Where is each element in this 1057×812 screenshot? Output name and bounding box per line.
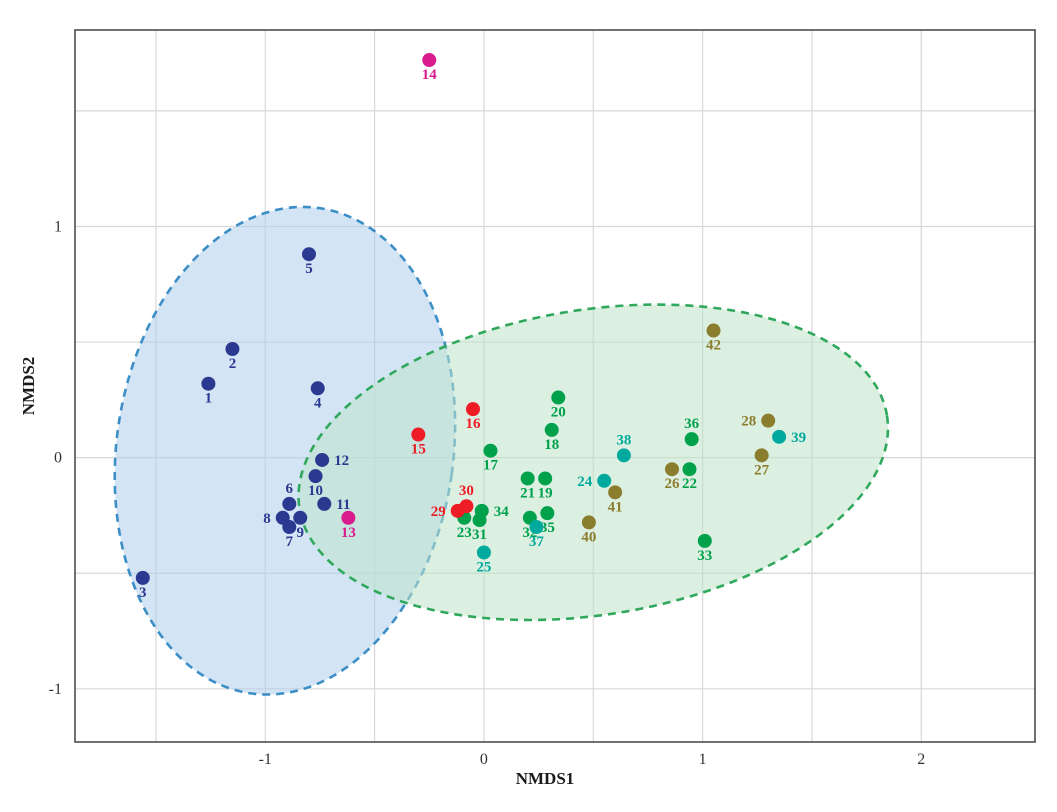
data-point-5 [301, 247, 316, 262]
data-point-13 [341, 510, 356, 525]
data-point-14 [422, 53, 437, 68]
data-point-35 [540, 506, 555, 521]
point-label-21: 21 [520, 485, 535, 501]
point-label-17: 17 [483, 458, 499, 474]
data-point-39 [772, 429, 787, 444]
point-label-2: 2 [229, 356, 237, 372]
data-point-25 [476, 545, 491, 560]
data-point-6 [282, 496, 297, 511]
point-label-41: 41 [608, 499, 623, 515]
point-label-40: 40 [581, 529, 596, 545]
x-tick-label: -1 [259, 751, 272, 768]
point-label-38: 38 [616, 432, 631, 448]
x-tick-label: 2 [917, 751, 925, 768]
data-point-10 [308, 469, 323, 484]
data-point-42 [706, 323, 721, 338]
point-label-27: 27 [754, 462, 770, 478]
y-tick-label: 1 [54, 218, 62, 235]
point-label-10: 10 [308, 483, 323, 499]
point-label-7: 7 [286, 534, 294, 550]
data-point-24 [597, 473, 612, 488]
y-axis-title: NMDS2 [19, 357, 38, 416]
data-point-3 [135, 570, 150, 585]
point-label-30: 30 [459, 483, 474, 499]
data-point-30 [459, 499, 474, 514]
data-point-11 [317, 496, 332, 511]
data-point-8 [275, 510, 290, 525]
data-point-33 [697, 533, 712, 548]
point-label-9: 9 [296, 525, 304, 541]
data-point-22 [682, 462, 697, 477]
point-label-12: 12 [334, 453, 349, 469]
data-point-27 [754, 448, 769, 463]
point-label-39: 39 [791, 430, 806, 446]
point-label-24: 24 [577, 474, 593, 490]
data-point-18 [544, 422, 559, 437]
y-tick-label: -1 [49, 681, 62, 698]
point-label-13: 13 [341, 525, 356, 541]
point-label-11: 11 [336, 497, 350, 513]
data-point-37 [529, 520, 544, 535]
x-tick-label: 0 [480, 751, 488, 768]
data-point-21 [520, 471, 535, 486]
ellipse-green-cluster [297, 303, 890, 622]
point-label-34: 34 [494, 504, 510, 520]
data-point-2 [225, 342, 240, 357]
data-point-15 [411, 427, 426, 442]
point-label-23: 23 [457, 525, 472, 541]
data-point-17 [483, 443, 498, 458]
point-label-29: 29 [431, 504, 446, 520]
point-label-31: 31 [472, 527, 487, 543]
data-point-16 [465, 402, 480, 417]
data-point-28 [761, 413, 776, 428]
point-label-6: 6 [286, 481, 294, 497]
point-label-20: 20 [551, 405, 566, 421]
point-label-8: 8 [263, 511, 271, 527]
tick-label-layer: -1 0 1 2-101 [49, 218, 926, 768]
data-point-40 [581, 515, 596, 530]
point-label-4: 4 [314, 395, 322, 411]
x-tick-label: 1 [699, 751, 707, 768]
data-point-4 [310, 381, 325, 396]
point-label-15: 15 [411, 442, 426, 458]
data-point-1 [201, 376, 216, 391]
data-point-41 [608, 485, 623, 500]
data-point-26 [664, 462, 679, 477]
point-label-16: 16 [465, 416, 481, 432]
point-label-28: 28 [741, 414, 756, 430]
plot-border [74, 29, 1036, 743]
cluster-ellipse-layer [113, 205, 890, 696]
point-label-1: 1 [205, 391, 213, 407]
x-axis-title: NMDS1 [516, 769, 575, 788]
data-point-20 [551, 390, 566, 405]
point-label-18: 18 [544, 437, 559, 453]
data-point-38 [616, 448, 631, 463]
point-label-14: 14 [422, 67, 438, 83]
data-point-12 [315, 452, 330, 467]
data-point-36 [684, 432, 699, 447]
point-label-19: 19 [538, 485, 553, 501]
y-tick-label: 0 [54, 450, 62, 467]
data-point-34 [474, 503, 489, 518]
data-point-19 [538, 471, 553, 486]
point-label-33: 33 [697, 548, 712, 564]
data-point-9 [293, 510, 308, 525]
point-label-26: 26 [664, 476, 680, 492]
point-label-35: 35 [540, 520, 555, 536]
point-label-3: 3 [139, 585, 147, 601]
point-label-37: 37 [529, 534, 545, 550]
point-label-22: 22 [682, 476, 697, 492]
point-layer: 1234567891011121314151617181920212223242… [135, 53, 806, 601]
point-label-42: 42 [706, 338, 721, 354]
point-label-5: 5 [305, 261, 313, 277]
point-label-36: 36 [684, 416, 700, 432]
point-label-25: 25 [476, 559, 491, 575]
